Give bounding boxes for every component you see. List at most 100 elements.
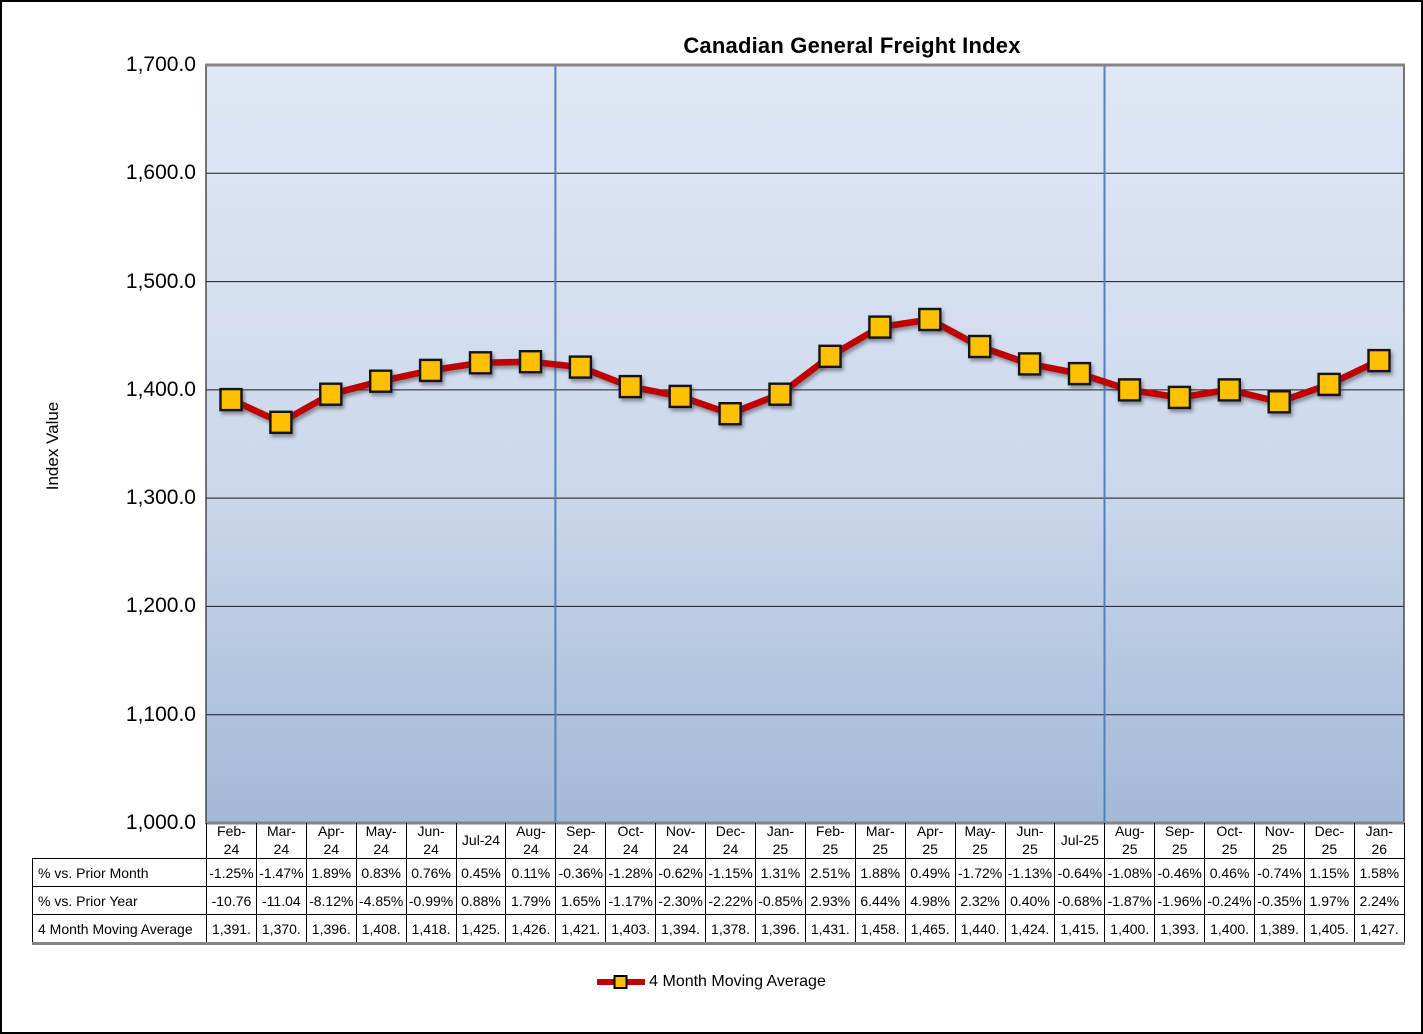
table-cell: 1,396. — [305, 914, 357, 945]
table-cell: -1.17% — [605, 886, 657, 915]
table-cell: -0.62% — [655, 858, 707, 887]
data-table: Feb- 24 Mar- 24 Apr- 24 May- 24 Jun- 24 Jul-2… — [32, 823, 1405, 945]
table-cell: 1,421. — [555, 914, 607, 945]
table-cell: 1,400. — [1104, 914, 1156, 945]
table-cell: 0.46% — [1204, 858, 1256, 887]
table-cell: 1,389. — [1254, 914, 1305, 945]
month-column-header: Jun- 24 — [405, 823, 457, 859]
table-corner-blank — [33, 823, 207, 859]
table-cell: 1.97% — [1303, 886, 1355, 915]
month-column-header: Nov- 25 — [1254, 823, 1305, 859]
month-column-header: Aug- 24 — [505, 823, 557, 859]
data-point-marker — [668, 384, 692, 409]
data-point-marker — [1167, 385, 1192, 410]
month-column-header: Apr- 24 — [305, 823, 357, 859]
month-column-header: Feb- 25 — [804, 823, 856, 859]
table-cell: 4.98% — [904, 886, 956, 915]
data-point-marker — [1267, 390, 1291, 414]
data-point-marker — [1217, 378, 1241, 402]
table-cell: 6.44% — [854, 886, 906, 915]
table-cell: -0.64% — [1054, 858, 1106, 887]
data-point-marker — [818, 344, 842, 368]
table-cell: 1,396. — [754, 914, 806, 945]
month-column-header: Jul-25 — [1054, 823, 1106, 859]
table-cell: -0.46% — [1154, 858, 1206, 887]
month-column-header: Nov- 24 — [655, 823, 707, 859]
table-cell: -10.76 — [206, 886, 257, 915]
table-row: % vs. Prior Month -1.25% -1.47% 1.89% 0.83% 0… — [32, 858, 1405, 887]
table-cell: -1.08% — [1104, 858, 1156, 887]
table-cell: 1.65% — [555, 886, 607, 915]
table-cell: -11.04 — [255, 886, 307, 915]
month-column-header: Jan- 26 — [1353, 823, 1405, 859]
legend-line-marker-icon — [597, 975, 646, 989]
month-column-header: May- 25 — [954, 823, 1006, 859]
table-cell: 1,426. — [505, 914, 557, 945]
data-point-marker — [269, 410, 293, 434]
table-cell: 1,418. — [405, 914, 457, 945]
row-label: 4 Month Moving Average — [32, 914, 207, 945]
table-cell: 0.83% — [355, 858, 407, 887]
table-cell: -1.28% — [605, 858, 657, 887]
data-point-marker — [1067, 361, 1092, 386]
table-cell: 1.88% — [854, 858, 906, 887]
data-point-marker — [319, 382, 343, 406]
table-cell: 1,415. — [1054, 914, 1106, 945]
table-cell: 1,425. — [455, 914, 507, 945]
table-cell: 1.31% — [754, 858, 806, 887]
table-cell: -0.35% — [1254, 886, 1305, 915]
data-point-marker — [518, 350, 543, 374]
month-column-header: Jul-24 — [455, 823, 507, 859]
table-cell: -0.24% — [1204, 886, 1256, 915]
y-axis-tick-label: 1,500.0 — [125, 269, 196, 293]
month-column-header: Jun- 25 — [1004, 823, 1056, 859]
table-cell: -2.30% — [655, 886, 707, 915]
data-point-marker — [418, 358, 443, 383]
table-cell: 1,405. — [1303, 914, 1355, 945]
month-column-header: Sep- 24 — [555, 823, 607, 859]
table-cell: 1,370. — [255, 914, 307, 945]
table-cell: 1,427. — [1353, 914, 1405, 945]
month-column-header: Oct- 25 — [1204, 823, 1256, 859]
legend-label: 4 Month Moving Average — [649, 973, 826, 990]
data-point-marker — [1367, 348, 1391, 373]
month-column-header: Jan- 25 — [754, 823, 806, 859]
table-cell: 1,378. — [705, 914, 756, 945]
table-cell: -0.68% — [1054, 886, 1106, 915]
y-axis-title: Index Value — [43, 401, 62, 491]
table-cell: -1.72% — [954, 858, 1006, 887]
y-axis-tick-label: 1,600.0 — [125, 161, 196, 185]
data-point-marker — [968, 334, 992, 359]
table-cell: -1.15% — [705, 858, 756, 887]
table-cell: -1.96% — [1154, 886, 1206, 915]
month-column-header: Apr- 25 — [904, 823, 956, 859]
table-cell: 1,400. — [1204, 914, 1256, 945]
data-point-marker — [1317, 372, 1341, 397]
table-cell: -1.13% — [1004, 858, 1056, 887]
legend: 4 Month Moving Average — [2, 968, 1421, 996]
table-cell: 2.24% — [1353, 886, 1405, 915]
data-point-marker — [568, 355, 593, 379]
month-column-header: Dec- 24 — [705, 823, 756, 859]
table-cell: -1.47% — [255, 858, 307, 887]
table-cell: 1,440. — [954, 914, 1006, 945]
table-cell: 0.40% — [1004, 886, 1056, 915]
table-cell: -0.99% — [405, 886, 457, 915]
table-cell: 1.79% — [505, 886, 557, 915]
data-point-marker — [1017, 352, 1042, 376]
month-column-header: Feb- 24 — [206, 823, 257, 859]
data-point-marker — [1117, 378, 1142, 402]
month-column-header: Sep- 25 — [1154, 823, 1206, 859]
month-column-header: Oct- 24 — [605, 823, 657, 859]
table-cell: 1,403. — [605, 914, 657, 945]
y-axis-tick-label: 1,000.0 — [125, 811, 196, 834]
month-column-header: Aug- 25 — [1104, 823, 1156, 859]
table-cell: 0.11% — [505, 858, 557, 887]
y-axis-tick-label: 1,400.0 — [125, 377, 196, 401]
y-axis-tick-label: 1,300.0 — [125, 486, 196, 510]
table-cell: -0.85% — [754, 886, 806, 915]
data-point-marker — [718, 402, 742, 426]
data-point-marker — [618, 374, 642, 399]
month-column-header: May- 24 — [355, 823, 407, 859]
table-cell: 1,424. — [1004, 914, 1056, 945]
